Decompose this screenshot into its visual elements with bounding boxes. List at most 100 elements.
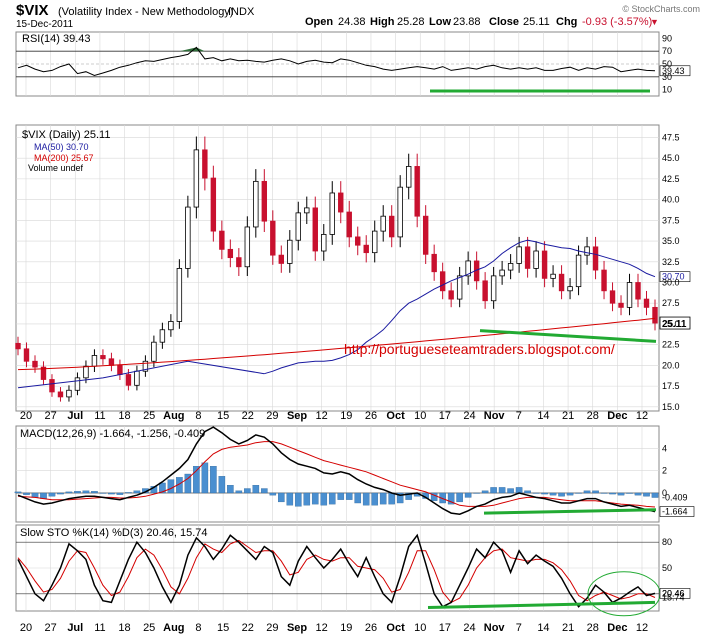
- macd-axis-tick-label: 4: [662, 443, 667, 453]
- candle-body: [414, 166, 420, 217]
- candle-body: [346, 211, 352, 238]
- macd-histogram-bar: [201, 462, 209, 494]
- macd-histogram-bar: [583, 490, 591, 494]
- x-axis-tick-label: Dec: [607, 622, 627, 634]
- macd-histogram-bar: [575, 492, 582, 494]
- macd-histogram-bar: [549, 492, 557, 496]
- macd-histogram-bar: [524, 490, 531, 494]
- candle-body: [151, 341, 157, 362]
- macd-histogram-bar: [125, 492, 132, 494]
- x-axis-tick-label: 25: [143, 410, 155, 422]
- symbol-title: $VIX: [16, 2, 49, 19]
- candle-body: [355, 236, 361, 246]
- candle-body: [490, 275, 497, 302]
- price-axis-tick-label: 45.0: [662, 153, 680, 163]
- candle-body: [185, 206, 191, 269]
- candle-body: [15, 342, 21, 350]
- candle-body: [592, 246, 599, 271]
- macd-histogram-bar: [133, 490, 141, 494]
- macd-histogram-bar: [286, 492, 294, 506]
- x-axis-tick-label: 26: [365, 622, 377, 634]
- macd-histogram-bar: [303, 492, 311, 506]
- exchange-label: INDX: [228, 6, 255, 18]
- x-axis-tick-label: 22: [242, 410, 254, 422]
- ohlc-close-value: 25.11: [523, 16, 550, 28]
- macd-last-value-box: [659, 506, 695, 517]
- macd-histogram-bar: [507, 488, 514, 494]
- macd-histogram-bar: [490, 487, 497, 494]
- macd-histogram-bar: [235, 490, 243, 494]
- ma200-legend: MA(200) 25.67: [34, 153, 94, 163]
- stochastic-last-value-label: 20.46: [662, 588, 685, 598]
- candle-body: [601, 269, 607, 292]
- candle-body: [287, 239, 293, 264]
- ohlc-close-label: Close: [489, 16, 519, 28]
- macd-histogram-bar: [651, 492, 659, 498]
- macd-histogram-bar: [396, 492, 404, 504]
- macd-histogram-bar: [57, 492, 64, 495]
- macd-histogram-bar: [600, 492, 608, 494]
- x-axis-tick-label: 24: [463, 410, 475, 422]
- stochastic-axis-tick-label: 20.46: [662, 588, 685, 598]
- x-axis-tick-label: 15: [217, 410, 229, 422]
- price-panel: [15, 124, 660, 412]
- candle-body: [159, 329, 166, 343]
- x-axis-tick-label: 8: [195, 410, 201, 422]
- stochastic-d-line: [17, 539, 656, 604]
- ohlc-low-value: 23.88: [453, 16, 481, 28]
- candle-body: [304, 207, 310, 214]
- macd-histogram-bar: [515, 487, 523, 494]
- macd-histogram-bar: [48, 492, 56, 497]
- stochastic-axis-tick-label: 50: [662, 563, 672, 573]
- price-axis-tick-label: 37.5: [662, 215, 680, 225]
- macd-histogram-bar: [99, 492, 107, 494]
- candle-body: [66, 389, 72, 398]
- macd-histogram-bar: [456, 492, 463, 503]
- macd-histogram-bar: [532, 492, 540, 494]
- x-axis-tick-label: 11: [94, 410, 105, 422]
- ma50-early-line: [17, 360, 265, 389]
- candle-body: [567, 286, 573, 292]
- macd-histogram-bar: [65, 491, 73, 494]
- candle-body: [372, 230, 378, 254]
- ma200-line: [17, 317, 656, 371]
- candle-body: [516, 246, 522, 264]
- x-axis-tick-label: 12: [316, 410, 328, 422]
- rsi-legend: RSI(14) 39.43: [22, 33, 90, 45]
- macd-histogram-bar: [558, 492, 565, 497]
- x-axis-tick-label: 18: [118, 410, 130, 422]
- stochastic-support-trendline: [427, 600, 656, 610]
- price-axis-tick-label: 15.0: [662, 402, 680, 412]
- candle-body: [244, 226, 251, 268]
- macd-histogram-bar: [159, 482, 166, 494]
- candle-body: [278, 254, 284, 264]
- macd-histogram-bar: [643, 492, 650, 497]
- x-axis-tick-label: 10: [414, 622, 426, 634]
- x-axis-tick-label: Sep: [287, 622, 307, 634]
- candle-body: [439, 271, 446, 292]
- candle-body: [618, 302, 624, 308]
- macd-histogram-bar: [218, 476, 226, 494]
- macd-histogram-bar: [74, 491, 81, 494]
- candle-body: [193, 149, 200, 208]
- macd-histogram-bar: [439, 492, 446, 504]
- macd-histogram-bar: [473, 492, 480, 494]
- candle-body: [219, 230, 225, 250]
- macd-histogram-bar: [371, 492, 379, 506]
- macd-histogram-bar: [481, 490, 489, 494]
- blog-url-annotation[interactable]: http://portugueseteamtraders.blogspot.co…: [344, 341, 615, 357]
- candle-body: [422, 215, 429, 255]
- x-axis-tick-label: 19: [340, 622, 352, 634]
- macd-histogram-bar: [592, 490, 599, 494]
- copyright-label: © StockCharts.com: [622, 4, 700, 14]
- x-axis-tick-label: Jul: [67, 410, 83, 422]
- macd-histogram-bar: [23, 492, 30, 495]
- x-axis-tick-label: 17: [439, 410, 451, 422]
- candle-body: [465, 260, 471, 277]
- macd-line: [17, 426, 656, 515]
- candle-body: [236, 257, 242, 268]
- price-axis-tick-label: 35.0: [662, 236, 680, 246]
- candle-body: [652, 306, 658, 324]
- x-axis-tick-label: 27: [45, 410, 57, 422]
